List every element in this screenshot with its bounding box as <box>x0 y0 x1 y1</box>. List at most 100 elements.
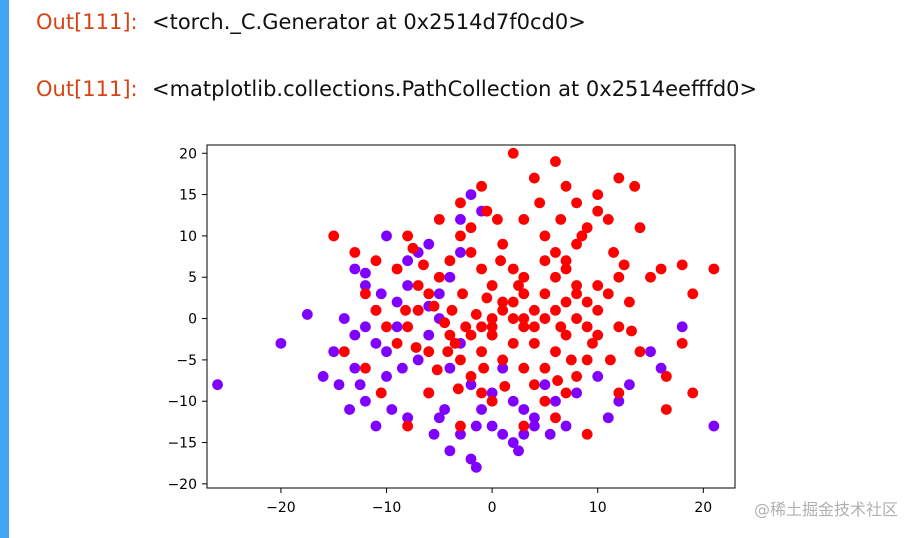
scatter-point <box>402 420 414 432</box>
scatter-plot: −20 −10 0 10 20 −20 −15 −10 −5 0 5 10 15 20 <box>150 132 760 522</box>
scatter-point <box>518 362 530 374</box>
scatter-point <box>581 321 593 333</box>
scatter-point <box>634 346 646 358</box>
scatter-point <box>518 288 530 300</box>
scatter-point <box>497 362 509 374</box>
scatter-point <box>455 197 466 209</box>
scatter-point <box>555 213 567 225</box>
scatter-point <box>360 267 371 279</box>
scatter-point <box>452 383 464 395</box>
scatter-point <box>476 263 487 275</box>
scatter-point <box>444 362 456 374</box>
scatter-point <box>507 437 519 448</box>
scatter-point <box>455 420 466 432</box>
scatter-point <box>602 288 614 300</box>
scatter-point <box>550 271 561 283</box>
scatter-point <box>449 337 461 349</box>
scatter-point <box>486 329 498 341</box>
scatter-point <box>613 395 625 407</box>
scatter-point <box>592 189 604 200</box>
x-tick-label: −20 <box>266 500 296 516</box>
scatter-point <box>613 172 625 184</box>
scatter-point <box>687 288 699 300</box>
scatter-point <box>212 379 223 391</box>
scatter-point <box>550 395 561 407</box>
scatter-point <box>655 362 667 374</box>
scatter-point <box>645 346 656 358</box>
scatter-point <box>497 238 509 250</box>
scatter-point <box>660 371 672 382</box>
x-tick-label: 10 <box>589 500 607 516</box>
scatter-point <box>470 420 482 432</box>
scatter-point <box>518 404 530 415</box>
scatter-point <box>412 280 424 291</box>
scatter-point <box>571 371 582 382</box>
scatter-point <box>486 321 498 333</box>
scatter-point <box>375 387 387 399</box>
scatter-point <box>338 313 350 324</box>
scatter-point <box>550 156 561 167</box>
scatter-point <box>360 362 371 374</box>
scatter-point <box>528 337 540 349</box>
scatter-point <box>581 428 593 440</box>
scatter-point <box>455 213 466 225</box>
scatter-point <box>676 337 688 349</box>
scatter-point <box>455 428 466 440</box>
scatter-point <box>629 180 641 192</box>
scatter-point <box>465 371 477 382</box>
scatter-point <box>486 387 498 399</box>
scatter-point <box>354 379 366 391</box>
scatter-point <box>423 387 435 399</box>
scatter-point <box>457 288 468 300</box>
output-row-1: Out[111]: <torch._C.Generator at 0x2514d… <box>36 10 586 38</box>
plot-background <box>150 132 760 522</box>
scatter-point <box>587 337 598 349</box>
scatter-point <box>624 379 635 391</box>
scatter-point <box>634 222 646 234</box>
scatter-point <box>423 238 435 250</box>
scatter-point <box>624 296 635 308</box>
scatter-point <box>386 404 398 415</box>
scatter-point <box>560 420 572 432</box>
scatter-point <box>655 263 667 275</box>
scatter-plot-svg: −20 −10 0 10 20 −20 −15 −10 −5 0 5 10 15 20 <box>150 132 760 522</box>
scatter-point <box>571 313 582 324</box>
scatter-point <box>433 213 445 225</box>
scatter-point <box>465 222 477 234</box>
scatter-point <box>618 259 630 271</box>
x-axis: −20 −10 0 10 20 <box>266 488 712 516</box>
x-tick-label: 20 <box>694 500 712 516</box>
scatter-point <box>507 147 519 159</box>
scatter-point <box>486 395 498 407</box>
scatter-point <box>328 346 340 358</box>
scatter-point <box>349 362 361 374</box>
scatter-point <box>391 296 403 308</box>
scatter-point <box>544 428 556 440</box>
scatter-point <box>400 304 411 316</box>
scatter-point <box>608 247 619 258</box>
watermark: @稀土掘金技术社区 <box>753 500 898 519</box>
scatter-point <box>528 172 540 184</box>
scatter-point <box>581 354 593 366</box>
scatter-point <box>476 404 487 415</box>
scatter-point <box>446 304 458 316</box>
scatter-point <box>602 213 614 225</box>
scatter-point <box>465 379 477 391</box>
scatter-point <box>528 420 540 432</box>
scatter-point <box>539 288 551 300</box>
scatter-point <box>396 362 408 374</box>
scatter-point <box>507 395 519 407</box>
scatter-point <box>550 304 561 316</box>
scatter-point <box>518 428 530 440</box>
scatter-point <box>497 428 509 440</box>
scatter-point <box>528 304 540 316</box>
scatter-point <box>465 453 477 465</box>
scatter-point <box>442 346 454 358</box>
scatter-point <box>571 387 582 399</box>
scatter-point <box>407 242 419 254</box>
scatter-point <box>428 300 440 312</box>
scatter-point <box>518 213 530 225</box>
scatter-point <box>539 362 551 374</box>
scatter-point <box>518 321 530 333</box>
scatter-point <box>439 404 450 415</box>
